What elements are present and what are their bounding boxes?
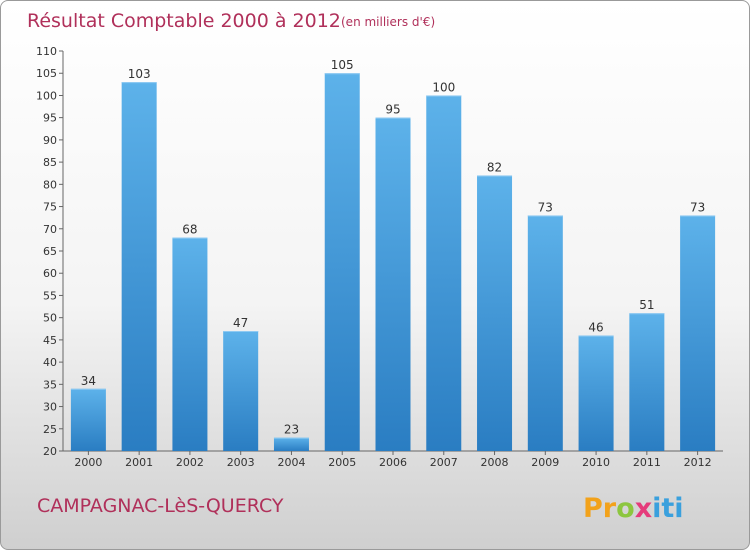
bar-2002	[172, 237, 208, 451]
y-tick-label: 85	[43, 156, 57, 169]
data-label-2002: 68	[182, 223, 197, 237]
y-tick-label: 35	[43, 378, 57, 391]
data-label-2000: 34	[81, 374, 96, 388]
data-label-2009: 73	[538, 200, 553, 214]
y-tick-label: 75	[43, 201, 57, 214]
logo-letter: r	[603, 493, 617, 524]
x-tick-label-2010: 2010	[582, 456, 610, 469]
y-tick-label: 95	[43, 112, 57, 125]
x-tick-label-2004: 2004	[277, 456, 305, 469]
y-tick-label: 100	[36, 89, 57, 102]
y-tick-label: 25	[43, 423, 57, 436]
y-tick-label: 20	[43, 445, 57, 458]
y-tick-label: 60	[43, 267, 57, 280]
x-tick-label-2006: 2006	[379, 456, 407, 469]
chart-unit: (en milliers d'€)	[341, 15, 435, 29]
data-label-2004: 23	[284, 423, 299, 437]
x-tick-label-2008: 2008	[481, 456, 509, 469]
data-label-2011: 51	[639, 298, 654, 312]
logo-letter: i	[652, 493, 661, 524]
bar-2001	[121, 82, 157, 451]
logo-letter: i	[674, 493, 683, 524]
data-label-2001: 103	[128, 67, 151, 81]
y-tick-label: 50	[43, 312, 57, 325]
y-tick-label: 90	[43, 134, 57, 147]
y-tick-label: 80	[43, 178, 57, 191]
commune-name: CAMPAGNAC-LèS-QUERCY	[37, 495, 284, 517]
bar-2011	[629, 313, 665, 451]
bar-2005	[324, 73, 360, 451]
y-tick-label: 105	[36, 67, 57, 80]
data-label-2008: 82	[487, 160, 502, 174]
y-tick-label: 110	[36, 45, 57, 58]
bar-2008	[477, 175, 513, 451]
y-tick-label: 40	[43, 356, 57, 369]
logo-letter: o	[616, 493, 635, 524]
x-tick-label-2009: 2009	[531, 456, 559, 469]
bar-2006	[375, 117, 411, 452]
data-label-2010: 46	[588, 320, 603, 334]
data-label-2012: 73	[690, 200, 705, 214]
x-tick-label-2001: 2001	[125, 456, 153, 469]
bar-2010	[578, 335, 614, 451]
logo-letter: P	[583, 493, 603, 524]
x-tick-label-2011: 2011	[633, 456, 661, 469]
y-tick-label: 70	[43, 223, 57, 236]
chart-title: Résultat Comptable 2000 à 2012	[27, 10, 341, 32]
bars: 34 103 68 47 23 105 95 100 82 73 46 51 73	[70, 58, 716, 452]
data-label-2006: 95	[385, 103, 400, 117]
bar-2012	[680, 215, 716, 451]
bar-2007	[426, 95, 462, 451]
x-tick-label-2003: 2003	[227, 456, 255, 469]
data-label-2007: 100	[432, 80, 455, 94]
logo-letter: t	[661, 493, 674, 524]
axes: 20 25 30 35 40 45 50 55 60 65 70 75 80 85 90 95 100 105 11…	[36, 45, 723, 469]
y-tick-label: 55	[43, 289, 57, 302]
bar-2009	[527, 215, 563, 451]
x-tick-label-2000: 2000	[74, 456, 102, 469]
x-tick-label-2005: 2005	[328, 456, 356, 469]
y-tick-label: 65	[43, 245, 57, 258]
y-tick-label: 45	[43, 334, 57, 347]
data-label-2003: 47	[233, 316, 248, 330]
bar-2004	[273, 437, 309, 451]
logo-letter: x	[635, 493, 652, 524]
proxiti-logo: Proxiti	[583, 493, 684, 524]
bar-2003	[223, 331, 259, 451]
y-tick-label: 30	[43, 401, 57, 414]
x-tick-label-2002: 2002	[176, 456, 204, 469]
x-tick-label-2007: 2007	[430, 456, 458, 469]
data-label-2005: 105	[331, 58, 354, 72]
x-tick-label-2012: 2012	[684, 456, 712, 469]
bar-2000	[70, 388, 106, 451]
